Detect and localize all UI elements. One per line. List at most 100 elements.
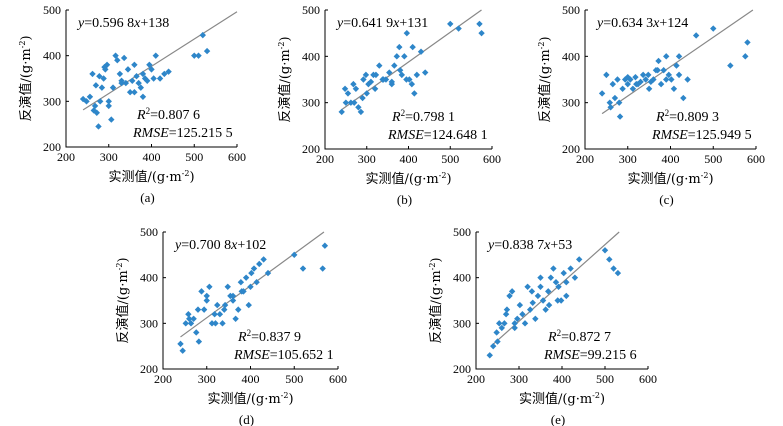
data-point: [98, 84, 106, 91]
data-point: [97, 98, 104, 105]
data-point: [552, 279, 560, 286]
data-point: [376, 62, 383, 69]
r-squared-label: R2=0.807 6: [136, 106, 200, 123]
data-point: [264, 269, 272, 277]
x-tick-label: 200: [316, 152, 334, 166]
data-point: [684, 76, 691, 83]
rmse-label: RMSE=124.648 1: [387, 128, 488, 143]
data-point: [186, 315, 193, 322]
data-point: [114, 57, 121, 64]
data-point: [478, 29, 485, 37]
data-point: [211, 311, 218, 318]
data-point: [534, 292, 542, 300]
data-point: [260, 256, 267, 263]
x-tick-label: 600: [329, 372, 347, 386]
y-tick-label: 200: [43, 140, 61, 154]
data-point: [165, 68, 172, 75]
data-point: [177, 340, 184, 348]
data-point: [675, 71, 683, 79]
data-point: [144, 77, 151, 84]
regression-equation: y=0.641 9x+131: [335, 16, 428, 31]
data-point: [371, 85, 379, 92]
x-tick-label: 400: [553, 372, 571, 386]
data-point: [137, 84, 145, 91]
data-point: [135, 79, 142, 87]
data-point: [645, 71, 652, 79]
data-point: [422, 69, 429, 76]
data-point: [229, 292, 237, 300]
data-point: [401, 53, 408, 60]
data-point: [203, 292, 210, 300]
data-point: [216, 311, 224, 318]
data-point: [86, 93, 94, 100]
data-point: [550, 265, 557, 272]
y-tick-label: 300: [140, 316, 158, 330]
data-point: [447, 20, 454, 28]
data-point: [299, 265, 307, 272]
data-point: [321, 242, 329, 249]
data-point: [219, 320, 226, 327]
scatter-panel: 200 300 400 500 600 200 300 400 500 y=0.634 3x+12…: [537, 3, 765, 207]
data-point: [355, 104, 362, 111]
x-tick-label: 500: [441, 152, 459, 166]
panel-caption: (d): [239, 412, 254, 426]
data-point: [193, 329, 200, 336]
data-point: [92, 82, 100, 89]
data-point: [663, 53, 670, 60]
y-tick-label: 300: [302, 96, 320, 110]
data-point: [506, 292, 513, 300]
data-point: [393, 53, 401, 60]
data-point: [616, 99, 623, 106]
regression-line: [601, 9, 754, 115]
data-point: [152, 52, 159, 59]
data-point: [633, 80, 640, 88]
data-point: [388, 78, 395, 86]
data-point: [547, 274, 555, 281]
x-tick-label: 200: [57, 150, 75, 164]
data-point: [665, 71, 672, 79]
y-tick-label: 400: [43, 49, 61, 63]
x-tick-label: 600: [483, 152, 501, 166]
data-point: [139, 93, 147, 100]
data-point: [606, 99, 613, 106]
data-point: [542, 306, 549, 313]
data-point: [396, 67, 404, 74]
x-axis-label: 实测值/(g·m-2): [108, 169, 194, 185]
data-point: [545, 288, 552, 295]
data-point: [563, 279, 570, 286]
data-point: [195, 338, 203, 345]
data-point: [191, 52, 198, 59]
regression-line: [180, 231, 325, 338]
y-tick-label: 300: [453, 316, 471, 330]
y-tick-label: 400: [302, 49, 320, 63]
data-point: [598, 90, 606, 97]
data-point: [521, 320, 529, 327]
data-point: [148, 66, 155, 73]
data-point: [105, 102, 112, 110]
data-point: [319, 265, 326, 272]
y-tick-label: 500: [562, 3, 580, 17]
x-tick-label: 300: [510, 372, 528, 386]
data-point: [692, 32, 700, 39]
rmse-label: RMSE=99.215 6: [543, 348, 637, 363]
data-point: [363, 90, 370, 97]
data-point: [639, 71, 647, 79]
data-point: [455, 25, 462, 32]
data-point: [539, 297, 547, 304]
x-tick-label: 400: [400, 152, 418, 166]
data-point: [498, 324, 505, 332]
data-point: [742, 53, 749, 60]
data-point: [614, 269, 622, 277]
data-point: [90, 107, 97, 114]
data-point: [607, 104, 614, 111]
data-point: [528, 288, 536, 295]
r-squared-label: R2=0.837 9: [237, 328, 301, 345]
data-point: [496, 320, 503, 327]
x-tick-label: 500: [596, 372, 614, 386]
data-point: [200, 306, 208, 313]
y-tick-label: 500: [43, 3, 61, 17]
data-point: [129, 77, 136, 84]
regression-line: [82, 11, 238, 111]
scatter-panel: 200 300 400 500 600 200 300 400 500 y=0.838 7x+53…: [428, 225, 657, 426]
